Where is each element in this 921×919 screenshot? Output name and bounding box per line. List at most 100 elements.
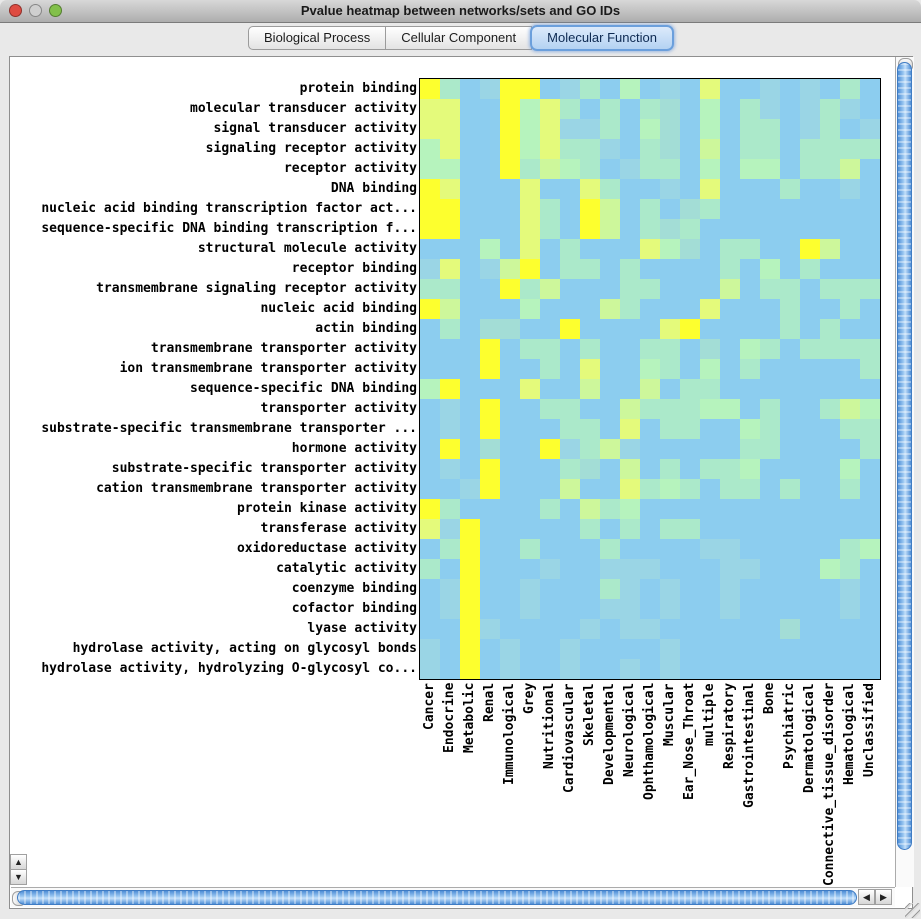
column-label: Nutritional	[542, 683, 557, 770]
heatmap-cell	[740, 259, 760, 279]
heatmap-cell	[800, 659, 820, 679]
heatmap-cell	[540, 519, 560, 539]
heatmap-cell	[540, 559, 560, 579]
heatmap-cell	[420, 359, 440, 379]
zoom-button[interactable]	[49, 4, 62, 17]
vertical-scrollbar[interactable]	[895, 57, 914, 887]
heatmap-cell	[660, 539, 680, 559]
heatmap-cell	[580, 359, 600, 379]
heatmap-cell	[540, 379, 560, 399]
heatmap-cell	[840, 179, 860, 199]
row-label: ion transmembrane transporter activity	[119, 361, 417, 376]
heatmap-cell	[640, 139, 660, 159]
scroll-down-button[interactable]: ▼	[10, 869, 27, 885]
heatmap-cell	[660, 359, 680, 379]
heatmap-cell	[660, 199, 680, 219]
heatmap-cell	[800, 399, 820, 419]
heatmap-cell	[500, 99, 520, 119]
heatmap-cell	[840, 219, 860, 239]
heatmap-cell	[580, 659, 600, 679]
heatmap-cell	[580, 219, 600, 239]
heatmap-cell	[820, 479, 840, 499]
heatmap-cell	[620, 559, 640, 579]
heatmap-cell	[540, 279, 560, 299]
heatmap-cell	[800, 439, 820, 459]
heatmap-cell	[800, 459, 820, 479]
heatmap-cell	[460, 139, 480, 159]
heatmap-cell	[620, 179, 640, 199]
column-label: Hematological	[842, 683, 857, 785]
heatmap-cell	[680, 639, 700, 659]
title-bar[interactable]: Pvalue heatmap between networks/sets and…	[0, 0, 921, 23]
heatmap-cell	[660, 99, 680, 119]
heatmap-cell	[820, 599, 840, 619]
heatmap-cell	[640, 159, 660, 179]
scroll-up-button[interactable]: ▲	[10, 854, 27, 870]
heatmap-cell	[480, 219, 500, 239]
heatmap-cell	[480, 259, 500, 279]
vertical-scrollbar-thumb[interactable]	[897, 62, 912, 850]
row-label: catalytic activity	[276, 561, 417, 576]
heatmap-cell	[440, 279, 460, 299]
heatmap-cell	[460, 519, 480, 539]
heatmap-cell	[740, 99, 760, 119]
heatmap-cell	[440, 179, 460, 199]
scroll-left-button[interactable]: ◀	[858, 889, 875, 905]
heatmap-cell	[680, 559, 700, 579]
heatmap-cell	[480, 399, 500, 419]
tab-cellular-component[interactable]: Cellular Component	[386, 26, 533, 50]
heatmap-cell	[660, 619, 680, 639]
heatmap-cell	[600, 279, 620, 299]
row-label-column: protein binding molecular transducer acti…	[10, 79, 417, 679]
horizontal-scrollbar-thumb[interactable]	[17, 890, 857, 905]
heatmap-cell	[580, 199, 600, 219]
scroll-right-button[interactable]: ▶	[875, 889, 892, 905]
heatmap-cell	[740, 159, 760, 179]
heatmap-cell	[740, 219, 760, 239]
heatmap-cell	[740, 119, 760, 139]
heatmap-cell	[680, 279, 700, 299]
heatmap-cell	[740, 359, 760, 379]
heatmap-cell	[620, 359, 640, 379]
heatmap-cell	[460, 219, 480, 239]
tab-molecular-function[interactable]: Molecular Function	[530, 25, 674, 51]
minimize-button[interactable]	[29, 4, 42, 17]
heatmap-cell	[640, 219, 660, 239]
heatmap-cell	[820, 279, 840, 299]
heatmap-cell	[420, 379, 440, 399]
heatmap-cell	[760, 159, 780, 179]
row-label: receptor activity	[283, 161, 417, 176]
column-label: Ear_Nose_Throat	[682, 683, 697, 801]
heatmap-cell	[760, 239, 780, 259]
heatmap-cell	[660, 339, 680, 359]
heatmap-cell	[700, 219, 720, 239]
row-label: sequence-specific DNA binding	[190, 381, 417, 396]
heatmap-cell	[680, 419, 700, 439]
heatmap-cell	[740, 279, 760, 299]
heatmap-cell	[820, 259, 840, 279]
heatmap-cell	[820, 219, 840, 239]
tab-biological-process[interactable]: Biological Process	[248, 26, 387, 50]
heatmap-cell	[800, 639, 820, 659]
heatmap-cell	[780, 139, 800, 159]
heatmap-cell	[440, 399, 460, 419]
close-button[interactable]	[9, 4, 22, 17]
heatmap-cell	[820, 459, 840, 479]
heatmap-cell	[600, 159, 620, 179]
heatmap-cell	[480, 419, 500, 439]
heatmap-cell	[520, 219, 540, 239]
horizontal-scrollbar[interactable]: ◀ ▶	[11, 887, 895, 907]
heatmap-cell	[700, 359, 720, 379]
heatmap-cell	[420, 79, 440, 99]
heatmap-cell	[540, 459, 560, 479]
heatmap-cell	[500, 659, 520, 679]
resize-grip[interactable]	[905, 903, 920, 918]
heatmap-cell	[760, 659, 780, 679]
heatmap-cell	[520, 139, 540, 159]
heatmap-cell	[780, 159, 800, 179]
window-title: Pvalue heatmap between networks/sets and…	[300, 3, 621, 18]
heatmap-cell	[700, 619, 720, 639]
column-label: Neurological	[622, 683, 637, 777]
heatmap-cell	[680, 579, 700, 599]
